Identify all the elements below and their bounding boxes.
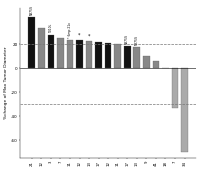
Text: N375S: N375S bbox=[30, 5, 34, 15]
Bar bbox=[38, 28, 45, 68]
Bar bbox=[86, 41, 92, 68]
Bar bbox=[105, 43, 111, 68]
Bar bbox=[95, 42, 102, 68]
Text: *: * bbox=[78, 33, 81, 38]
Bar bbox=[48, 35, 54, 68]
Bar bbox=[172, 68, 178, 108]
Bar bbox=[181, 68, 188, 152]
Text: N375S: N375S bbox=[135, 35, 139, 45]
Bar bbox=[76, 40, 83, 68]
Bar bbox=[67, 40, 73, 68]
Bar bbox=[124, 46, 131, 68]
Text: N375S: N375S bbox=[125, 34, 129, 44]
Y-axis label: %change of Max Tumor Diameter: %change of Max Tumor Diameter bbox=[4, 47, 8, 120]
Bar bbox=[133, 47, 140, 68]
Bar bbox=[28, 17, 35, 68]
Text: *: * bbox=[88, 34, 90, 39]
Bar bbox=[114, 44, 121, 68]
Bar bbox=[143, 56, 150, 68]
Text: T010L: T010L bbox=[49, 24, 53, 33]
Bar bbox=[153, 61, 159, 68]
Text: * 6mp 21x: * 6mp 21x bbox=[68, 22, 72, 38]
Bar bbox=[57, 38, 64, 68]
